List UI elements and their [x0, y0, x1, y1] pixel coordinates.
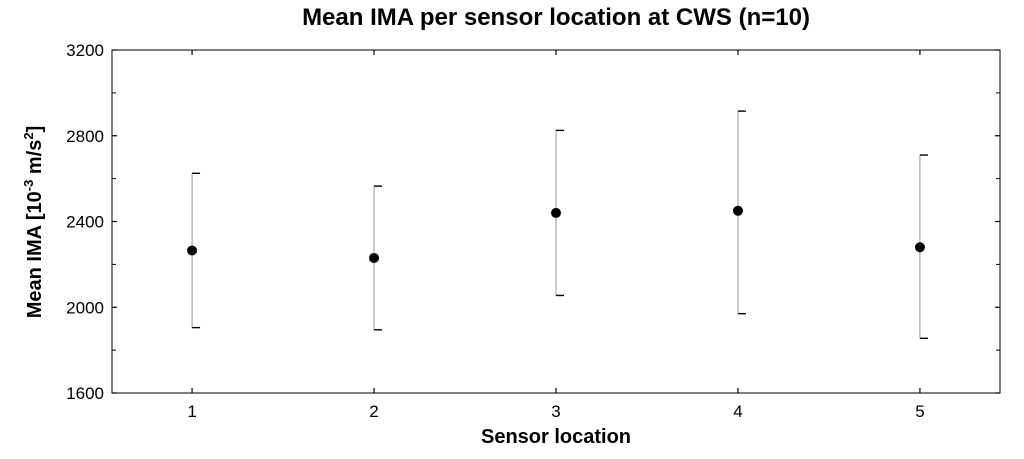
x-tick-label: 2 — [369, 402, 378, 421]
points-layer — [187, 205, 925, 263]
x-tick-label: 3 — [551, 402, 560, 421]
y-tick-label: 1600 — [66, 384, 104, 403]
x-tick-label: 5 — [915, 402, 924, 421]
x-axis-label: Sensor location — [480, 426, 632, 448]
mean-point — [914, 242, 925, 253]
axes-layer — [111, 49, 1001, 394]
x-tick-label: 4 — [733, 402, 742, 421]
mean-point — [369, 252, 380, 263]
y-tick-label: 3200 — [66, 41, 104, 60]
mean-point — [551, 207, 561, 218]
y-tick-label: 2800 — [66, 127, 104, 146]
y-tick-label: 2000 — [66, 298, 104, 317]
mean-point — [187, 245, 198, 256]
y-axis-label: Mean IMA [10-3 m/s2] — [21, 125, 46, 319]
mean-point — [732, 205, 743, 216]
x-tick-label: 1 — [187, 402, 196, 421]
errorbar-layer — [191, 110, 928, 340]
ticklabel-layer: 1600 2000 2400 2800 3200 1 2 3 4 5 — [66, 41, 924, 421]
chart-title: Mean IMA per sensor location at CWS (n=1… — [302, 4, 810, 31]
y-tick-label: 2400 — [66, 213, 104, 232]
